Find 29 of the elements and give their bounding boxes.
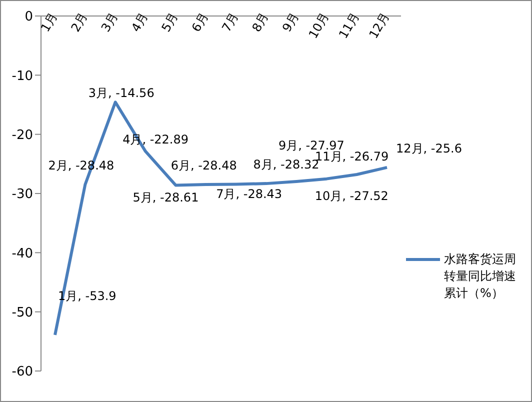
x-tick-label: 12月: [366, 10, 392, 41]
x-tick-label: 1月: [38, 10, 60, 34]
y-tick-label: -60: [12, 364, 33, 380]
x-tick-label: 7月: [219, 10, 242, 34]
x-tick-label: 4月: [128, 10, 151, 34]
data-label: 6月, -28.48: [170, 158, 237, 173]
x-tick-label: 3月: [98, 10, 120, 34]
y-tick-label: -50: [12, 305, 33, 320]
y-tick-label: -30: [12, 187, 33, 202]
data-label: 7月, -28.43: [216, 187, 282, 202]
x-tick-label: 9月: [280, 10, 302, 34]
data-label: 9月, -27.97: [278, 138, 344, 152]
data-label: 8月, -28.32: [253, 158, 320, 172]
x-tick-label: 2月: [68, 10, 90, 34]
data-label: 3月, -14.56: [88, 86, 154, 100]
x-tick-label: 10月: [306, 10, 332, 41]
data-label: 10月, -27.52: [314, 188, 388, 203]
x-tick-label: 6月: [189, 10, 211, 34]
y-tick-label: 0: [24, 10, 33, 25]
y-tick-label: -20: [12, 128, 33, 143]
x-tick-label: 8月: [249, 10, 272, 34]
legend-label: 水路客货运周转量同比增速累计（%）: [444, 251, 517, 302]
y-tick-label: -10: [12, 68, 33, 84]
x-tick-label: 5月: [158, 10, 181, 34]
x-tick-label: 11月: [336, 10, 362, 41]
data-label: 5月, -28.61: [132, 190, 199, 204]
y-tick-label: -40: [12, 246, 33, 262]
data-label: 12月, -25.6: [396, 141, 462, 156]
line-series: [54, 100, 388, 336]
